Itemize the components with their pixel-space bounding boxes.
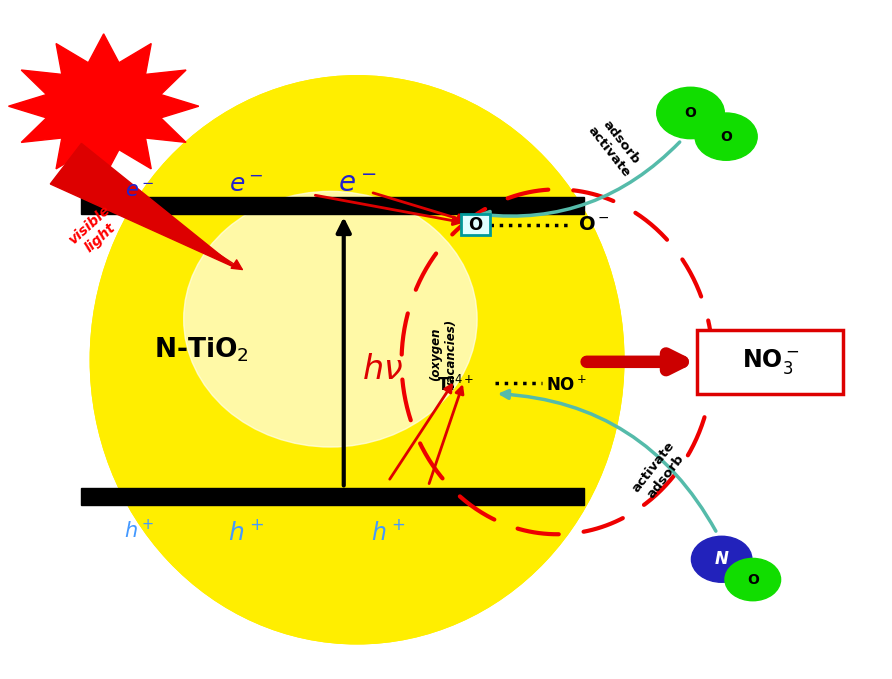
Ellipse shape — [90, 76, 624, 644]
Ellipse shape — [90, 76, 624, 644]
Bar — [81, 198, 584, 215]
Polygon shape — [87, 34, 120, 64]
Text: NO$^+$: NO$^+$ — [546, 375, 587, 394]
Ellipse shape — [117, 104, 597, 615]
Circle shape — [695, 113, 757, 160]
Text: Ti$^{4+}$: Ti$^{4+}$ — [437, 375, 475, 395]
Ellipse shape — [184, 191, 477, 447]
Text: $h^+$: $h^+$ — [228, 519, 264, 545]
Polygon shape — [87, 149, 120, 179]
Text: adsorb
activate: adsorb activate — [585, 114, 645, 179]
Ellipse shape — [224, 218, 491, 502]
Ellipse shape — [184, 175, 531, 545]
Ellipse shape — [149, 139, 566, 581]
Circle shape — [657, 88, 724, 139]
Polygon shape — [118, 136, 152, 169]
Text: O: O — [468, 215, 483, 234]
FancyBboxPatch shape — [697, 330, 844, 394]
Text: O: O — [720, 130, 732, 144]
Text: O: O — [747, 572, 759, 587]
Ellipse shape — [303, 303, 410, 417]
Bar — [461, 214, 490, 236]
Polygon shape — [118, 43, 152, 75]
Polygon shape — [9, 94, 48, 118]
Text: O: O — [684, 106, 697, 120]
Polygon shape — [144, 117, 186, 143]
Text: NO$_3^-$: NO$_3^-$ — [742, 348, 799, 376]
Bar — [81, 488, 584, 505]
Text: $h^+$: $h^+$ — [371, 519, 405, 545]
Polygon shape — [21, 70, 63, 96]
Text: $e^-$: $e^-$ — [338, 170, 376, 198]
Polygon shape — [50, 143, 237, 268]
Circle shape — [45, 62, 161, 150]
Text: N-TiO$_2$: N-TiO$_2$ — [154, 335, 249, 364]
Text: O$^-$: O$^-$ — [578, 215, 609, 234]
Text: activate
adsorb: activate adsorb — [630, 439, 690, 504]
Circle shape — [691, 536, 752, 583]
Text: (oxygen
vacancies): (oxygen vacancies) — [429, 319, 458, 390]
Polygon shape — [21, 117, 63, 143]
Text: $h\nu$: $h\nu$ — [361, 354, 402, 386]
Polygon shape — [159, 94, 199, 118]
Text: $h^+$: $h^+$ — [124, 519, 154, 542]
Circle shape — [725, 558, 780, 601]
Ellipse shape — [264, 260, 450, 459]
Polygon shape — [56, 136, 90, 169]
Polygon shape — [56, 43, 90, 75]
Text: $e^-$: $e^-$ — [228, 173, 263, 198]
Text: N: N — [714, 550, 729, 568]
Text: $e^-$: $e^-$ — [125, 181, 154, 201]
Text: visible
light: visible light — [66, 203, 124, 259]
Polygon shape — [144, 70, 186, 96]
